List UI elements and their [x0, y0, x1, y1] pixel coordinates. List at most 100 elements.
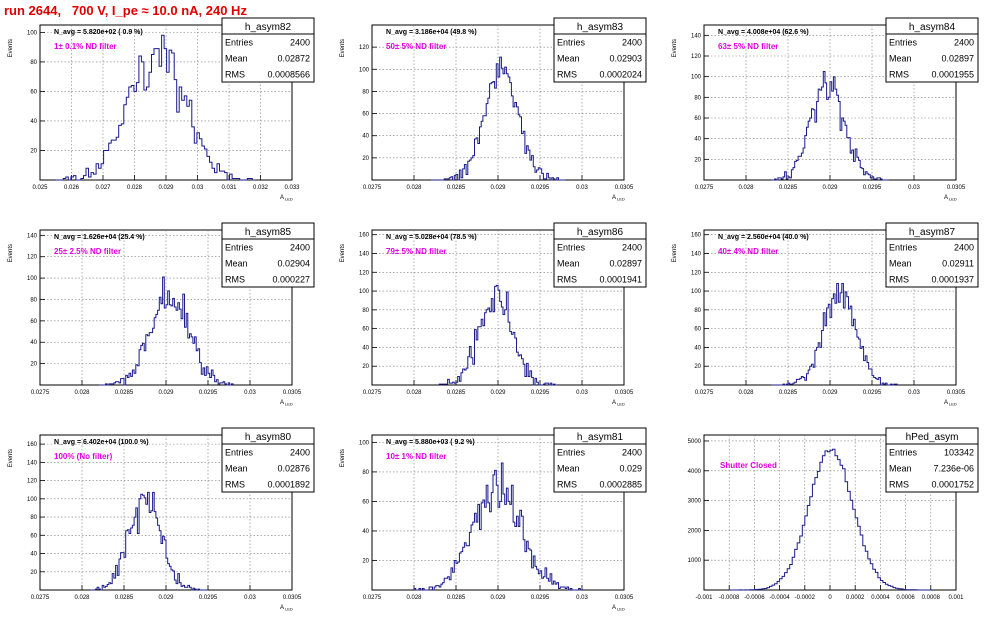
x-tick-label: 0.029	[490, 390, 506, 396]
stats-box	[553, 427, 647, 493]
y-tick-label: 100	[691, 289, 702, 295]
stats-mean-value: 0.029	[619, 464, 642, 474]
x-axis-label: ALED	[280, 605, 293, 612]
x-tick-label: 0.0275	[363, 185, 382, 191]
y-tick-label: 60	[362, 499, 369, 505]
x-tick-label: 0.03	[576, 595, 588, 601]
x-tick-label: 0.0305	[283, 595, 302, 601]
y-tick-label: 120	[359, 270, 370, 276]
y-tick-label: 20	[362, 156, 369, 162]
stats-mean-label: Mean	[225, 54, 248, 64]
histogram-line	[729, 448, 931, 591]
y-axis-label: Events	[672, 244, 678, 262]
stats-rms-value: 0.0001892	[267, 480, 310, 490]
y-tick-label: 100	[27, 497, 38, 503]
x-tick-label: 0.028	[406, 390, 422, 396]
y-tick-label: 80	[694, 308, 701, 314]
x-tick-label: 0.0008	[922, 595, 941, 601]
x-tick-label: 0.0295	[863, 185, 882, 191]
stats-entries-value: 2400	[622, 243, 642, 253]
y-tick-label: 100	[359, 440, 370, 446]
stats-mean-label: Mean	[225, 259, 248, 269]
stats-rms-label: RMS	[225, 480, 245, 490]
y-tick-label: 160	[359, 233, 370, 239]
histogram-line	[90, 491, 208, 591]
x-tick-label: -0.0004	[769, 595, 790, 601]
stats-entries-value: 2400	[290, 243, 310, 253]
stats-entries-value: 2400	[290, 448, 310, 458]
x-tick-label: 0.029	[490, 595, 506, 601]
run-title: run 2644, 700 V, I_pe ≈ 10.0 nA, 240 Hz	[4, 3, 247, 18]
stats-box	[553, 222, 647, 288]
stats-entries-label: Entries	[225, 243, 254, 253]
y-tick-label: 4000	[688, 469, 702, 475]
stats-rms-label: RMS	[889, 480, 909, 490]
y-tick-label: 120	[359, 45, 370, 51]
y-tick-label: 80	[694, 95, 701, 101]
histogram-panel-h_asym84: 0.0275 0.028 0.0285 0.029 0.0295 0.03 0.0305 20…	[672, 17, 979, 202]
y-tick-label: 120	[27, 255, 38, 261]
stats-mean-value: 0.02911	[942, 259, 974, 269]
stats-mean-value: 7.236e-06	[933, 464, 974, 474]
y-tick-label: 40	[362, 345, 369, 351]
x-tick-label: 0.0305	[615, 595, 634, 601]
stats-rms-label: RMS	[557, 275, 577, 285]
y-tick-label: 100	[359, 289, 370, 295]
stats-rms-label: RMS	[889, 275, 909, 285]
stats-rms-value: 0.0001955	[931, 70, 974, 80]
x-tick-label: 0.0305	[615, 185, 634, 191]
stats-title: h_asym82	[245, 22, 292, 33]
x-tick-label: 0.03	[576, 390, 588, 396]
stats-box	[221, 222, 315, 288]
x-tick-label: 0.03	[192, 185, 204, 191]
x-tick-label: 0.0295	[531, 595, 550, 601]
y-tick-label: 40	[30, 340, 37, 346]
stats-title: h_asym86	[577, 227, 624, 238]
x-tick-label: 0.0285	[447, 185, 466, 191]
y-tick-label: 60	[694, 116, 701, 122]
x-axis-label: ALED	[280, 195, 293, 202]
x-tick-label: 0.032	[253, 185, 269, 191]
y-axis-label: Events	[340, 39, 346, 57]
stats-rms-value: 0.0008566	[267, 70, 310, 80]
y-tick-label: 20	[694, 364, 701, 370]
y-tick-label: 80	[30, 515, 37, 521]
y-tick-label: 40	[694, 137, 701, 143]
x-tick-label: 0.03	[576, 185, 588, 191]
filter-label: 50± 5% ND filter	[386, 42, 446, 51]
x-tick-label: 0.03	[908, 185, 920, 191]
stats-entries-label: Entries	[889, 243, 918, 253]
stats-rms-label: RMS	[557, 480, 577, 490]
x-tick-label: -0.0002	[795, 595, 816, 601]
stats-box	[553, 17, 647, 83]
histogram-panel-h_asym82: 0.025 0.026 0.027 0.028 0.029 0.03 0.031 0.032 0…	[8, 17, 315, 202]
y-tick-label: 3000	[688, 499, 702, 505]
y-axis-label: Events	[672, 39, 678, 57]
x-tick-label: 0.028	[406, 595, 422, 601]
stats-title: h_asym83	[577, 22, 624, 33]
stats-mean-label: Mean	[889, 464, 912, 474]
y-tick-label: 140	[691, 33, 702, 39]
y-tick-label: 5000	[688, 439, 702, 445]
stats-mean-value: 0.02904	[277, 259, 310, 269]
x-tick-label: 0.025	[32, 185, 48, 191]
y-tick-label: 40	[30, 119, 37, 125]
stats-title: h_asym81	[577, 432, 624, 443]
navg-label: N_avg = 4.008e+04 (62.6 %)	[718, 29, 809, 36]
histogram-line	[771, 71, 889, 181]
y-tick-label: 140	[27, 460, 38, 466]
x-tick-label: 0	[828, 595, 832, 601]
x-tick-label: 0.0275	[363, 595, 382, 601]
histogram-line	[438, 284, 557, 386]
x-tick-label: 0.028	[738, 390, 754, 396]
y-tick-label: 20	[30, 570, 37, 576]
navg-label: N_avg = 5.880e+03 ( 9.2 %)	[386, 439, 475, 446]
stats-entries-value: 2400	[290, 38, 310, 48]
y-tick-label: 80	[362, 89, 369, 95]
y-tick-label: 120	[27, 479, 38, 485]
histogram-panel-h_asym86: 0.0275 0.028 0.0285 0.029 0.0295 0.03 0.0305 20…	[340, 222, 647, 407]
stats-box	[221, 427, 315, 493]
x-tick-label: 0.029	[158, 390, 174, 396]
stats-entries-value: 2400	[954, 243, 974, 253]
